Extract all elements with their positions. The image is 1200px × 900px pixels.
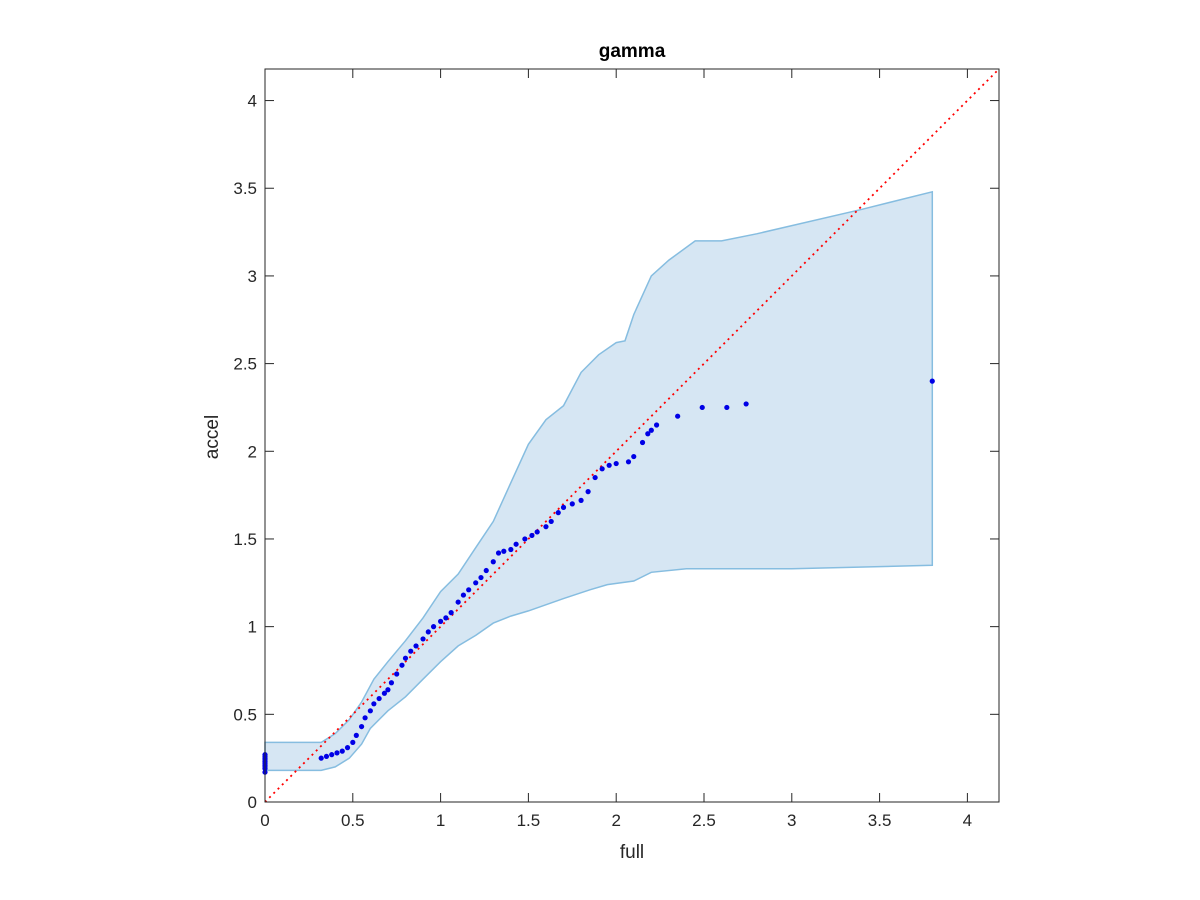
data-point xyxy=(376,695,382,702)
data-point xyxy=(929,378,935,384)
data-point xyxy=(344,745,351,751)
data-point xyxy=(639,439,646,446)
data-point xyxy=(334,750,340,756)
x-tick-label: 3 xyxy=(787,811,796,830)
data-point xyxy=(362,715,368,721)
data-point xyxy=(371,701,377,707)
data-point xyxy=(675,413,681,419)
x-tick-label: 2.5 xyxy=(692,811,716,830)
x-tick-label: 2 xyxy=(611,811,620,830)
data-point xyxy=(513,541,519,547)
data-point xyxy=(420,636,426,642)
data-point xyxy=(329,752,335,758)
x-tick-label: 1.5 xyxy=(517,811,541,830)
data-point xyxy=(543,524,549,530)
chart-title: gamma xyxy=(599,41,666,62)
data-point xyxy=(599,466,605,472)
data-point xyxy=(381,690,388,696)
data-point xyxy=(699,404,705,411)
data-point xyxy=(490,559,496,565)
y-tick-label: 1 xyxy=(248,618,257,637)
data-point xyxy=(613,460,619,467)
data-point xyxy=(522,536,528,542)
data-point xyxy=(585,489,591,495)
data-point xyxy=(402,655,409,661)
data-point xyxy=(448,610,454,616)
data-point xyxy=(653,422,660,428)
confidence-band xyxy=(264,190,934,772)
data-point xyxy=(353,732,359,738)
data-point xyxy=(501,548,507,554)
data-point xyxy=(560,504,567,510)
data-point xyxy=(724,404,730,411)
y-tick-label: 3.5 xyxy=(233,179,257,198)
y-tick-label: 4 xyxy=(248,92,257,111)
data-point xyxy=(483,567,489,574)
data-point xyxy=(399,662,405,668)
data-point xyxy=(425,629,431,635)
data-point xyxy=(358,723,365,730)
data-point xyxy=(443,615,449,621)
x-axis-label: full xyxy=(620,842,644,863)
data-point xyxy=(339,748,345,754)
tick-marks-layer: 0 0.5 1 1.5 2 2.5 3 3.5 4 0 0.5 1 1.5 2 2.5 3 3.5 4 xyxy=(233,69,999,830)
data-point xyxy=(606,462,612,468)
data-point xyxy=(460,592,467,598)
data-point xyxy=(466,587,472,593)
x-tick-label: 3.5 xyxy=(868,811,892,830)
data-point xyxy=(478,574,484,581)
data-point xyxy=(394,671,400,677)
data-point xyxy=(631,453,637,460)
x-tick-label: 1 xyxy=(436,811,445,830)
data-point xyxy=(743,401,749,407)
reference-line xyxy=(264,68,1000,803)
data-point xyxy=(508,546,514,553)
data-point xyxy=(548,518,554,525)
confidence-band-layer xyxy=(264,190,934,772)
data-point xyxy=(645,431,651,437)
data-point xyxy=(385,687,391,693)
data-point xyxy=(625,459,632,465)
y-tick-label: 0.5 xyxy=(233,705,257,724)
data-point xyxy=(323,753,330,760)
data-points-layer xyxy=(262,378,935,775)
data-point xyxy=(388,680,395,686)
data-point xyxy=(473,580,479,586)
data-point xyxy=(569,501,575,507)
data-point xyxy=(455,599,461,605)
y-tick-label: 0 xyxy=(248,793,257,812)
data-point xyxy=(529,532,535,539)
data-point xyxy=(413,643,419,649)
data-point xyxy=(367,708,373,714)
data-point xyxy=(318,755,324,761)
data-point xyxy=(430,624,437,630)
data-point xyxy=(437,618,444,624)
data-point xyxy=(578,497,584,503)
data-point xyxy=(648,427,654,433)
y-tick-label: 2.5 xyxy=(233,355,257,374)
data-point xyxy=(534,529,540,535)
x-tick-label: 0.5 xyxy=(341,811,365,830)
data-point xyxy=(495,550,502,556)
y-tick-label: 2 xyxy=(248,442,257,461)
y-axis-label: accel xyxy=(202,415,223,459)
x-tick-label: 4 xyxy=(963,811,972,830)
data-point xyxy=(555,510,561,516)
x-tick-label: 0 xyxy=(260,811,269,830)
data-point xyxy=(592,474,598,481)
data-point xyxy=(408,648,414,654)
y-tick-label: 3 xyxy=(248,267,257,286)
y-tick-label: 1.5 xyxy=(233,530,257,549)
data-point xyxy=(350,739,356,745)
reference-line-layer xyxy=(264,68,1000,803)
axes-box xyxy=(264,68,1000,803)
axes-layer xyxy=(264,68,1000,803)
